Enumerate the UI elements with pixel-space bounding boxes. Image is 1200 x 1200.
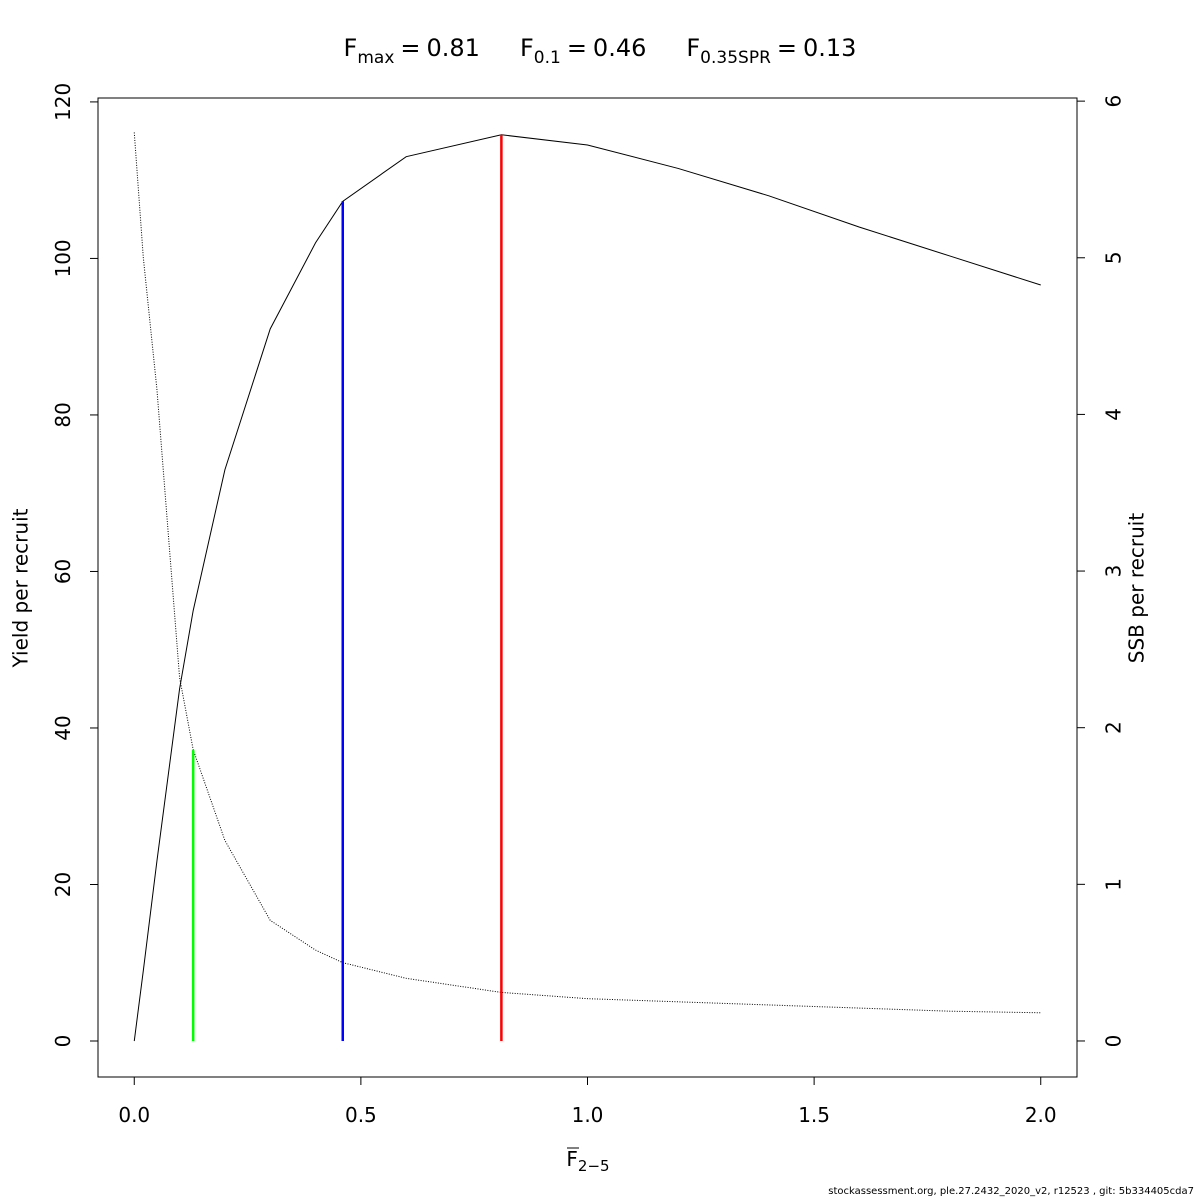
title-subscript: max [357, 48, 394, 68]
title-value: 0.13 [803, 34, 856, 62]
x-tick-label: 1.5 [798, 1103, 830, 1127]
y-tick-label: 0 [51, 1035, 75, 1048]
y-tick-label: 20 [51, 872, 75, 897]
x-label-subscript: 2−5 [578, 1157, 610, 1175]
title-value: 0.46 [593, 34, 646, 62]
plot-frame [97, 97, 1078, 1078]
x-tick-label: 0.5 [345, 1103, 377, 1127]
x-tick-label: 1.0 [572, 1103, 604, 1127]
title-subscript: 0.35SPR [700, 48, 771, 68]
y-tick-label: 100 [51, 239, 75, 277]
y-tick-label: 60 [51, 559, 75, 584]
title-symbol: F [686, 34, 700, 62]
x-label-symbol: F [566, 1147, 578, 1171]
y2-axis-label: SSB per recruit [1125, 513, 1149, 664]
y2-tick-label: 0 [1102, 1035, 1126, 1048]
y2-tick-label: 4 [1102, 408, 1126, 421]
x-tick-label: 0.0 [118, 1103, 150, 1127]
y2-tick-label: 5 [1102, 251, 1126, 264]
chart-title: Fmax = 0.81 F0.1 = 0.46 F0.35SPR = 0.13 [344, 34, 857, 68]
x-axis-label: F2−5 [566, 1147, 609, 1175]
title-relation: = [400, 34, 420, 62]
y-tick-label: 40 [51, 715, 75, 740]
y2-tick-label: 3 [1102, 565, 1126, 578]
series-line [133, 134, 1041, 1042]
footer: stockassessment.org, ple.27.2432_2020_v2… [828, 1186, 1194, 1197]
x-tick-label: 2.0 [1025, 1103, 1057, 1127]
y-axis-label: Yield per recruit [9, 508, 33, 668]
title-subscript: 0.1 [534, 48, 561, 68]
title-value: 0.81 [427, 34, 480, 62]
y2-tick-label: 2 [1102, 721, 1126, 734]
series-line [133, 132, 1041, 1014]
title-symbol: F [344, 34, 358, 62]
y2-tick-label: 1 [1102, 878, 1126, 891]
title-symbol: F [520, 34, 534, 62]
y-tick-label: 120 [51, 83, 75, 121]
title-relation: = [567, 34, 587, 62]
y-tick-label: 80 [51, 402, 75, 427]
y2-tick-label: 6 [1102, 95, 1126, 108]
title-relation: = [777, 34, 797, 62]
